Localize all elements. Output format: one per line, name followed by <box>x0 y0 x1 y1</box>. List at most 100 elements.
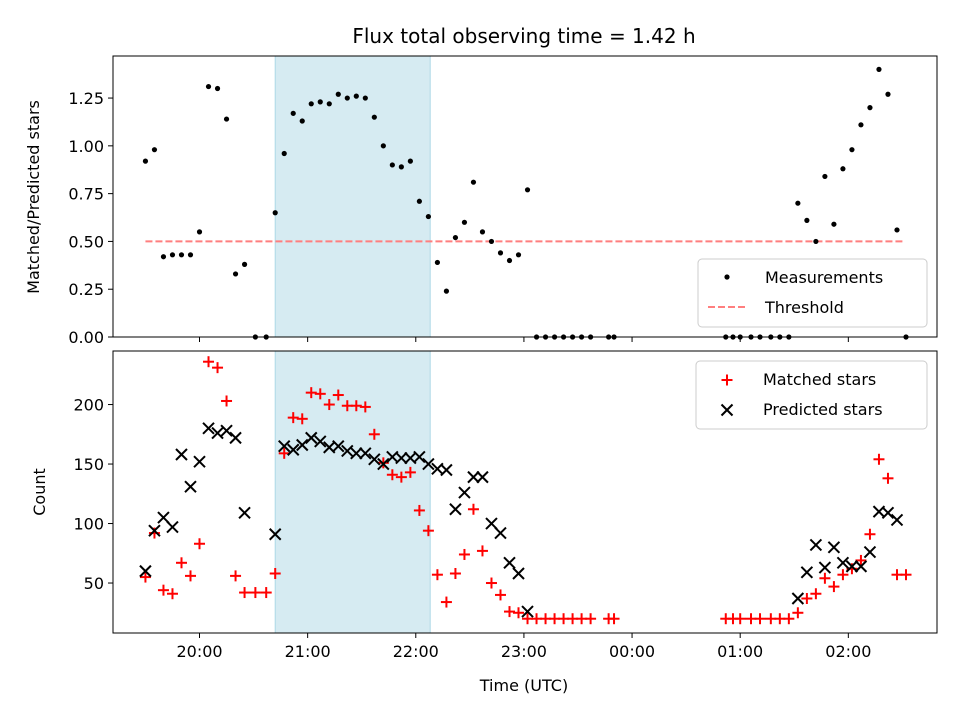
measurement-point <box>470 179 477 185</box>
measurement-point <box>380 143 386 149</box>
predicted-star-marker <box>139 564 152 578</box>
matched-star-marker <box>900 569 912 581</box>
bottom-axes-frame <box>112 350 938 634</box>
measurement-point <box>849 147 855 153</box>
measurement-point <box>335 91 341 97</box>
matched-star-marker <box>332 389 344 401</box>
measurement-point <box>299 118 305 124</box>
measurement-point <box>407 158 413 164</box>
xtick-label: 22:00 <box>393 642 439 661</box>
legend-threshold: Threshold <box>764 298 844 317</box>
measurement-point <box>160 254 167 260</box>
matched-star-marker <box>314 388 326 400</box>
legend-matched: Matched stars <box>763 370 876 389</box>
legend-predicted: Predicted stars <box>763 400 883 419</box>
predicted-star-marker <box>314 435 327 448</box>
measurement-point <box>362 95 368 101</box>
predicted-star-marker <box>836 556 850 570</box>
measurement-point <box>232 271 239 277</box>
predicted-star-marker <box>166 520 179 534</box>
measurement-point <box>858 122 864 128</box>
matched-star-marker <box>166 588 178 600</box>
measurement-point <box>371 114 377 120</box>
predicted-star-marker <box>458 486 471 499</box>
measurement-point <box>169 252 176 258</box>
chart-title: Flux total observing time = 1.42 h <box>352 24 695 48</box>
predicted-star-marker <box>296 438 309 452</box>
matched-star-marker <box>837 569 849 581</box>
predicted-star-marker <box>278 439 291 453</box>
matched-star-marker <box>239 587 251 599</box>
measurement-point <box>223 116 230 122</box>
predicted-star-marker <box>287 443 300 456</box>
matched-star-marker <box>175 557 187 569</box>
measurement-point <box>452 234 459 241</box>
bottom-panel: 50 100 150 200 20:00 21:00 22:00 23:00 00:00 01:… <box>30 350 938 695</box>
measurement-point <box>205 83 212 90</box>
predicted-star-marker <box>413 450 426 464</box>
predicted-star-marker <box>890 513 904 527</box>
matched-star-marker <box>864 528 876 540</box>
measurement-point <box>867 105 873 111</box>
bottom-ytick-label: 50 <box>84 574 104 593</box>
bottom-ytick-label: 100 <box>73 515 104 534</box>
matched-star-marker <box>810 588 822 600</box>
matched-star-marker <box>386 469 398 481</box>
xtick-label: 00:00 <box>609 642 655 661</box>
matched-star-marker <box>260 587 272 599</box>
observing-interval-shade-top <box>274 55 431 338</box>
predicted-star-marker <box>305 431 318 445</box>
predicted-star-marker <box>512 567 525 580</box>
measurement-point <box>795 200 801 206</box>
matched-star-marker <box>585 613 597 625</box>
legend-measurements: Measurements <box>765 268 883 287</box>
measurement-point <box>326 101 332 107</box>
measurement-point <box>196 229 203 235</box>
predicted-star-marker <box>467 470 480 484</box>
predicted-star-marker <box>211 426 224 440</box>
measurement-point <box>389 162 395 168</box>
matched-star-marker <box>801 592 813 604</box>
top-ytick-label: 0.00 <box>68 328 104 347</box>
measurement-point <box>524 187 531 193</box>
matched-star-marker <box>323 399 335 411</box>
matched-star-marker <box>494 589 506 601</box>
matched-star-marker <box>184 570 196 582</box>
matched-star-marker <box>882 472 894 484</box>
measurement-point <box>344 95 350 101</box>
xtick-label: 01:00 <box>717 642 763 661</box>
predicted-star-marker <box>791 592 805 605</box>
matched-star-markers <box>139 356 912 625</box>
predicted-star-marker <box>193 455 206 468</box>
measurement-points <box>142 66 909 340</box>
top-panel: 0.00 0.25 0.50 0.75 1.00 1.25 Matched/Predict… <box>24 55 938 347</box>
predicted-star-marker <box>377 457 390 471</box>
matched-star-marker <box>873 453 885 465</box>
matched-star-marker <box>485 577 497 589</box>
xtick-label: 21:00 <box>285 642 331 661</box>
predicted-star-marker <box>818 561 832 574</box>
matched-star-marker <box>404 466 416 478</box>
predicted-star-marker <box>881 506 895 520</box>
measurement-point <box>178 252 185 258</box>
measurement-point <box>479 229 486 235</box>
measurement-point <box>885 91 891 97</box>
predicted-legend-marker <box>720 403 734 417</box>
predicted-star-marker <box>157 511 170 524</box>
xtick-label: 20:00 <box>176 642 222 661</box>
matched-star-marker <box>734 613 746 625</box>
measurement-point <box>813 238 819 245</box>
matched-star-marker <box>413 504 425 516</box>
predicted-star-marker <box>238 506 251 520</box>
top-ytick-label: 1.00 <box>68 137 104 156</box>
matched-star-marker <box>855 554 867 566</box>
bottom-ytick-label: 200 <box>73 396 104 415</box>
matched-star-marker <box>513 607 525 619</box>
matched-star-marker <box>467 503 479 515</box>
matched-star-marker <box>846 563 858 575</box>
predicted-star-marker <box>268 528 282 541</box>
predicted-star-marker <box>341 444 354 458</box>
matched-legend-marker <box>721 374 733 386</box>
measurement-point <box>488 238 495 245</box>
